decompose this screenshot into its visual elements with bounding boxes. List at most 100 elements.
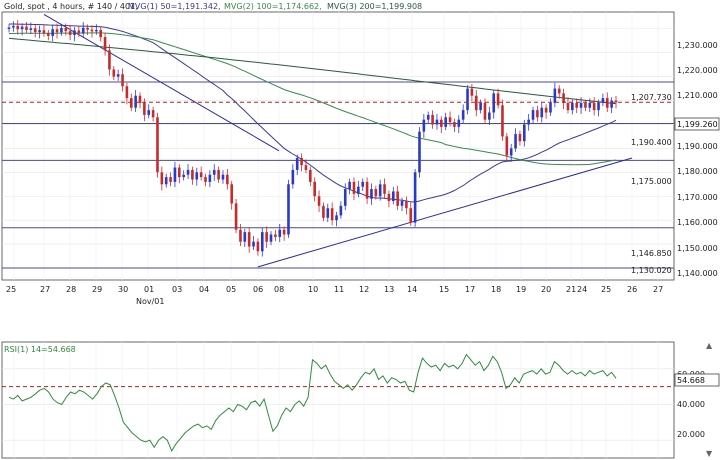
candle-bullish (60, 28, 63, 33)
candle-bearish (90, 29, 94, 32)
level-label: 1,190.400 (631, 138, 672, 147)
price-tick-label: 1,170.000 (677, 193, 718, 202)
candle-bearish (300, 157, 303, 166)
x-tick-label: 12 (359, 285, 369, 294)
header-instrument: Gold, spot , 4 hours, # 140 / 401, (4, 2, 138, 11)
candle-bullish (466, 88, 469, 111)
panel-down-arrow-icon[interactable]: ▼ (706, 449, 713, 458)
candle-bearish (112, 69, 116, 77)
trend-line-lower (257, 157, 633, 268)
header-mvg3: MVG(3) 200=1,199.908 (327, 2, 422, 11)
candle-bullish (38, 30, 41, 33)
candle-bearish (256, 241, 260, 252)
rsi-grid (2, 342, 674, 458)
price-panel-frame (1, 11, 675, 281)
candle-bullish (335, 215, 338, 221)
candle-bearish (448, 117, 452, 123)
candle-bearish (103, 37, 107, 51)
candle-bullish (549, 102, 552, 113)
candle-bullish (212, 169, 216, 175)
candle-bearish (405, 201, 408, 209)
x-tick-label: 20 (541, 285, 551, 294)
price-grid (2, 12, 674, 280)
candle-bullish (370, 189, 373, 199)
candle-bullish (260, 232, 264, 252)
candle-bearish (330, 208, 334, 221)
price-tick-label: 1,160.000 (677, 218, 718, 227)
candle-bullish (173, 167, 177, 182)
candle-bearish (16, 25, 20, 30)
candle-bearish (25, 26, 28, 30)
candle-bullish (116, 74, 120, 77)
candle-bearish (265, 232, 268, 242)
candle-bullish (73, 30, 76, 35)
moving-averages (8, 23, 617, 203)
candle-bullish (361, 181, 365, 187)
level-label: 1,130.020 (631, 266, 672, 275)
candle-bullish (20, 26, 24, 30)
candle-bearish (169, 177, 172, 182)
candle-bearish (470, 88, 474, 96)
candle-bullish (326, 208, 330, 218)
moving-average-200 (8, 37, 617, 105)
candle-bearish (199, 172, 203, 178)
candle-bearish (33, 28, 37, 33)
candle-bullish (81, 27, 85, 34)
panel-up-arrow-icon[interactable]: ▲ (706, 341, 713, 350)
x-tick-label: 26 (627, 285, 637, 294)
price-tick-label: 1,150.000 (677, 244, 718, 253)
candle-bearish (178, 167, 181, 178)
candle-bearish (226, 174, 229, 185)
price-tick-label: 1,210.000 (677, 91, 718, 100)
candle-bullish (186, 169, 190, 175)
candle-bearish (47, 33, 50, 36)
moving-average-100 (9, 32, 617, 166)
x-tick-label: 05 (226, 285, 236, 294)
candle-bullish (444, 117, 447, 127)
candle-bullish (540, 107, 544, 118)
candle-bearish (204, 177, 207, 182)
candle-bearish (383, 184, 386, 194)
price-axis: 1,230.000 1,220.000 1,210.000 1,190.000 … (674, 41, 720, 278)
price-tick-label: 1,180.000 (677, 167, 718, 176)
candle-bullish (461, 110, 465, 120)
rsi-panel-frame (1, 341, 675, 459)
candle-bullish (147, 110, 151, 115)
candle-bullish (553, 88, 557, 103)
candle-bullish (588, 102, 592, 108)
candle-bearish (99, 29, 103, 38)
candle-bullish (514, 134, 517, 149)
price-tick-label: 1,190.000 (677, 142, 718, 151)
candle-bullish (29, 28, 33, 30)
x-tick-label: 10 (308, 285, 318, 294)
candle-bullish (164, 177, 168, 185)
rsi-series-line (8, 353, 617, 453)
x-tick-label: 03 (172, 285, 182, 294)
candle-bearish (396, 191, 399, 206)
candle-bullish (95, 29, 98, 32)
x-tick-label: 25 (601, 285, 611, 294)
x-tick-label: 27 (40, 285, 50, 294)
candle-bearish (365, 181, 369, 199)
candle-bearish (440, 119, 443, 127)
candle-bearish (64, 28, 68, 32)
candle-bearish (143, 102, 146, 115)
candle-bullish (531, 110, 535, 120)
candle-bullish (348, 181, 351, 190)
rsi-label: RSI(1) 14=54.668 (4, 345, 76, 354)
candle-bearish (125, 86, 129, 99)
x-tick-label: 18 (491, 285, 501, 294)
candle-bullish (457, 119, 461, 127)
candle-bearish (483, 102, 487, 120)
candle-bullish (422, 119, 426, 132)
candle-bearish (239, 229, 242, 242)
candle-bullish (134, 95, 137, 108)
candle-bearish (108, 50, 111, 70)
header-mvg2: MVG(2) 100=1,174.662, (224, 2, 322, 11)
candle-bullish (400, 201, 404, 206)
candle-bullish (182, 174, 185, 178)
time-axis: 25 27 28 29 30 01 03 04 05 06 08 10 11 1… (6, 285, 663, 306)
rsi-tick-label: 40.000 (677, 400, 705, 409)
